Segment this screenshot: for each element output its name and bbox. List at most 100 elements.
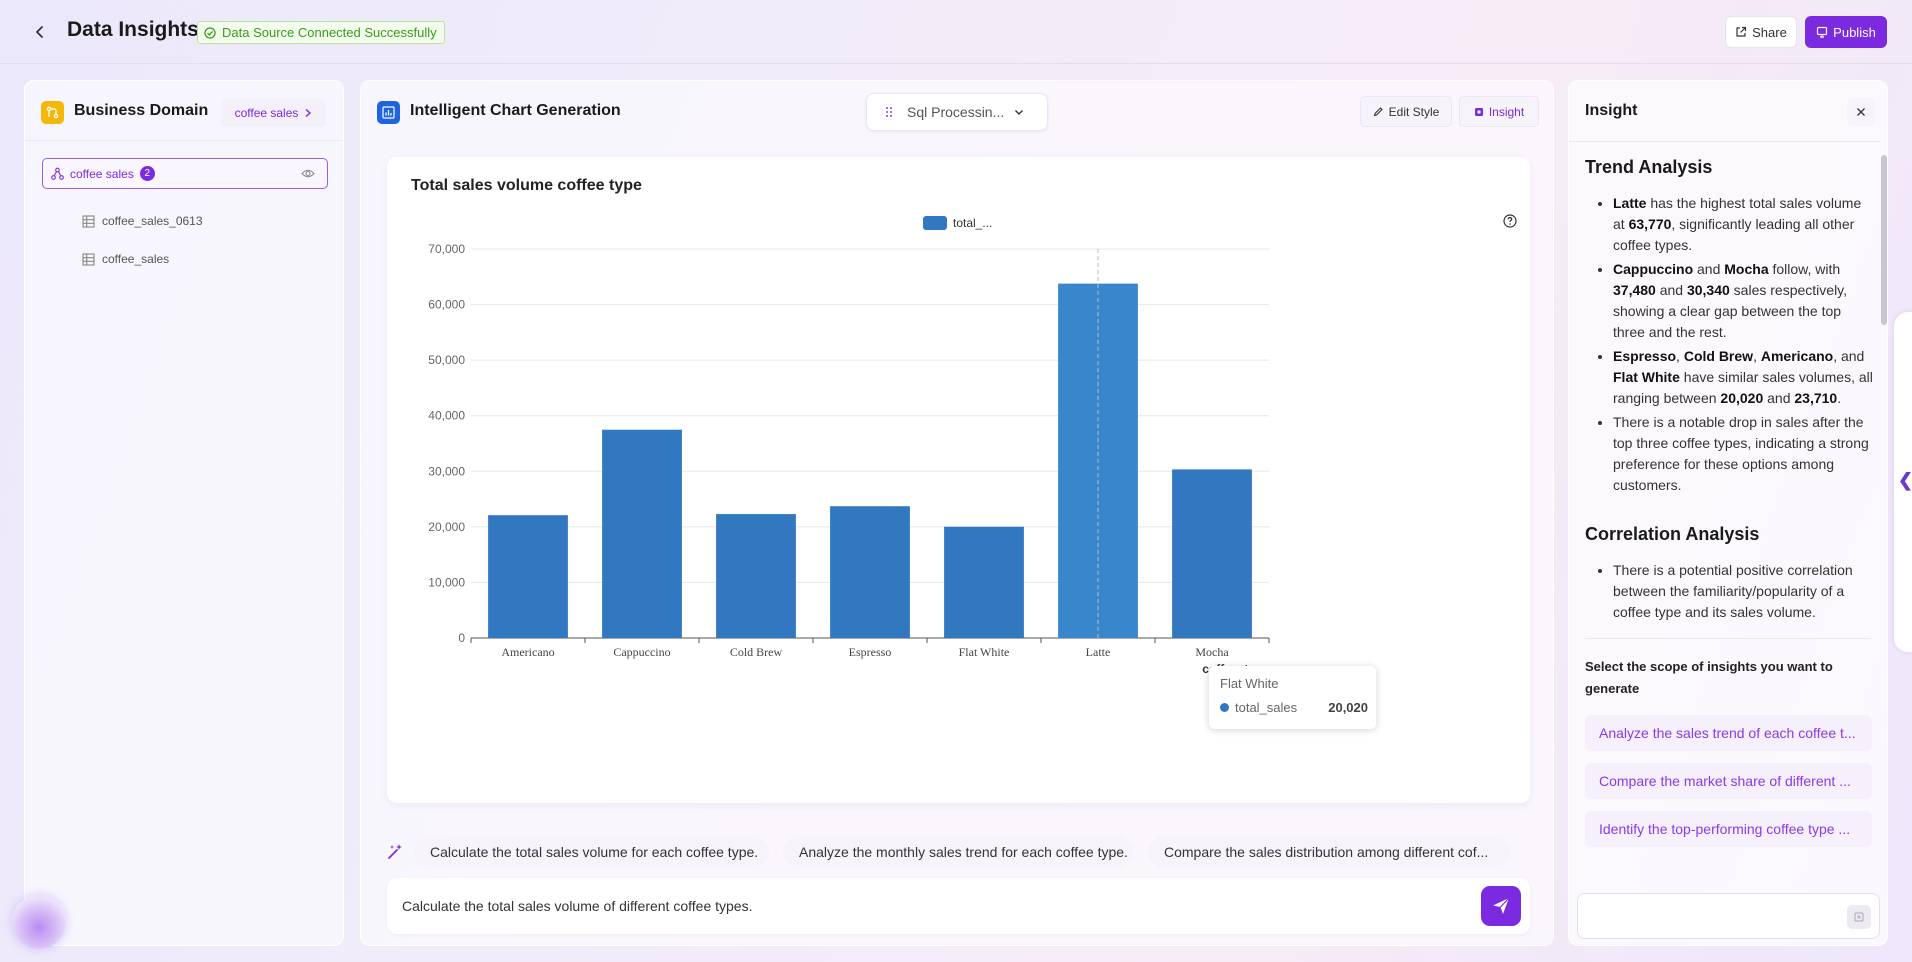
insight-panel-title: Insight [1585,102,1638,119]
tree-root-label: coffee sales [70,166,134,181]
chart-generation-header: Intelligent Chart Generation Sql Process… [361,81,1553,141]
table-item-label: coffee_sales [102,252,170,266]
share-button[interactable]: Share [1725,16,1797,48]
legend-label: total_... [953,216,993,230]
tooltip-value: 20,020 [1328,700,1368,715]
sql-processing-select[interactable]: Sql Processin... [866,93,1048,131]
insight-content [1569,141,1881,889]
scope-option[interactable]: Identify the top-performing coffee type … [1585,811,1872,847]
insight-button[interactable]: Insight [1459,96,1539,127]
bar [602,429,682,638]
branch-icon [46,106,59,119]
insight-input[interactable] [1577,893,1880,939]
chevron-left-icon [36,26,43,38]
insight-bullet: Latte has the highest total sales volume… [1613,193,1875,256]
insight-bullet: Espresso, Cold Brew, Americano, and Flat… [1613,346,1875,409]
business-domain-icon [41,101,64,124]
hierarchy-icon [51,167,64,180]
insight-panel: Insight Trend Analysis Latte has the hig… [1568,80,1888,946]
section-heading: Correlation Analysis [1585,524,1760,544]
table-icon [82,214,95,228]
bar [488,515,568,638]
y-tick-label: 20,000 [428,520,465,534]
eye-icon[interactable] [301,168,315,182]
suggestion-chip[interactable]: Compare the sales distribution among dif… [1148,836,1511,868]
tooltip-series-dot [1220,703,1229,712]
close-button[interactable] [1847,98,1875,126]
chart-icon [382,106,395,119]
bar [944,526,1024,638]
publish-label: Publish [1833,24,1876,40]
chart-title: Total sales volume coffee type [411,177,642,194]
chevron-right-icon [305,108,312,118]
stop-icon [1854,912,1864,922]
y-tick-label: 0 [458,631,465,645]
scrollbar[interactable] [1881,155,1887,325]
table-item-label: coffee_sales_0613 [102,214,203,228]
assistant-orb-icon[interactable] [12,895,66,949]
correlation-analysis-list: There is a potential positive correlatio… [1585,560,1875,626]
scope-option[interactable]: Compare the market share of different ..… [1585,763,1872,799]
domain-select-value: coffee sales [234,106,299,120]
table-icon [82,252,95,266]
suggestion-chip[interactable]: Analyze the monthly sales trend for each… [783,836,1133,868]
domain-select[interactable]: coffee sales [221,99,326,127]
insight-icon [1474,107,1483,116]
publish-icon [1817,26,1828,38]
chart-generation-icon [377,101,400,124]
y-tick-label: 30,000 [428,464,465,478]
y-tick-label: 40,000 [428,409,465,423]
tooltip-series: total_sales [1235,700,1298,715]
suggestion-chip[interactable]: Calculate the total sales volume for eac… [414,836,769,868]
check-circle-icon [204,26,216,39]
count-badge: 2 [139,166,155,181]
divider [1585,638,1871,639]
business-domain-panel: Business Domain coffee sales coffee sale… [24,80,344,946]
insight-bullet: There is a potential positive correlatio… [1613,560,1875,623]
x-tick-label: Mocha [1195,645,1229,659]
query-input[interactable]: Calculate the total sales volume of diff… [402,898,753,914]
insight-label: Insight [1488,104,1525,119]
share-label: Share [1752,24,1787,40]
chevron-down-icon [1015,109,1024,115]
y-tick-label: 70,000 [428,242,465,256]
bar [1172,469,1252,638]
chevron-left-icon[interactable]: ❮ [1898,470,1912,490]
insight-bullet: There is a notable drop in sales after t… [1613,412,1875,496]
edit-style-label: Edit Style [1388,104,1440,119]
chart-legend[interactable]: total_... [923,216,992,230]
business-domain-title: Business Domain [74,102,209,119]
bar-chart[interactable]: 0 10,000 20,000 30,000 40,000 50,000 60,000 70,… [387,157,1530,803]
table-item[interactable]: coffee_sales_0613 [82,211,203,231]
business-domain-header: Business Domain coffee sales [25,81,343,141]
sql-select-value: Sql Processin... [907,104,1005,120]
chart-tooltip: Flat White total_sales 20,020 [1209,666,1376,729]
x-tick-label: Flat White [959,645,1010,659]
side-drawer-handle[interactable] [1894,312,1912,652]
scope-option[interactable]: Analyze the sales trend of each coffee t… [1585,715,1872,751]
tooltip-row: total_sales 20,020 [1220,700,1368,715]
back-button[interactable] [28,20,52,44]
scope-label: Select the scope of insights you want to… [1585,659,1833,696]
query-input-bar[interactable]: Calculate the total sales volume of diff… [387,878,1530,934]
send-button[interactable] [1481,886,1521,926]
chart-generation-panel: Intelligent Chart Generation Sql Process… [360,80,1554,946]
pencil-icon [1373,107,1383,117]
y-tick-label: 10,000 [428,575,465,589]
share-icon [1736,26,1747,37]
send-icon [1493,897,1510,914]
section-heading: Trend Analysis [1585,157,1713,177]
top-bar: Data Insights Data Source Connected Succ… [0,0,1912,64]
insight-send-button[interactable] [1847,905,1871,929]
table-item[interactable]: coffee_sales [82,249,169,269]
dots-grid-icon [886,107,892,117]
y-tick-label: 50,000 [428,353,465,367]
x-tick-label: Cold Brew [730,645,783,659]
status-text: Data Source Connected Successfully [222,25,437,40]
x-tick-label: Cappuccino [613,645,670,659]
help-icon[interactable] [1503,214,1517,233]
publish-button[interactable]: Publish [1805,16,1887,48]
domain-tree-root[interactable]: coffee sales 2 [42,158,328,189]
edit-style-button[interactable]: Edit Style [1360,96,1452,127]
bar [716,514,796,638]
